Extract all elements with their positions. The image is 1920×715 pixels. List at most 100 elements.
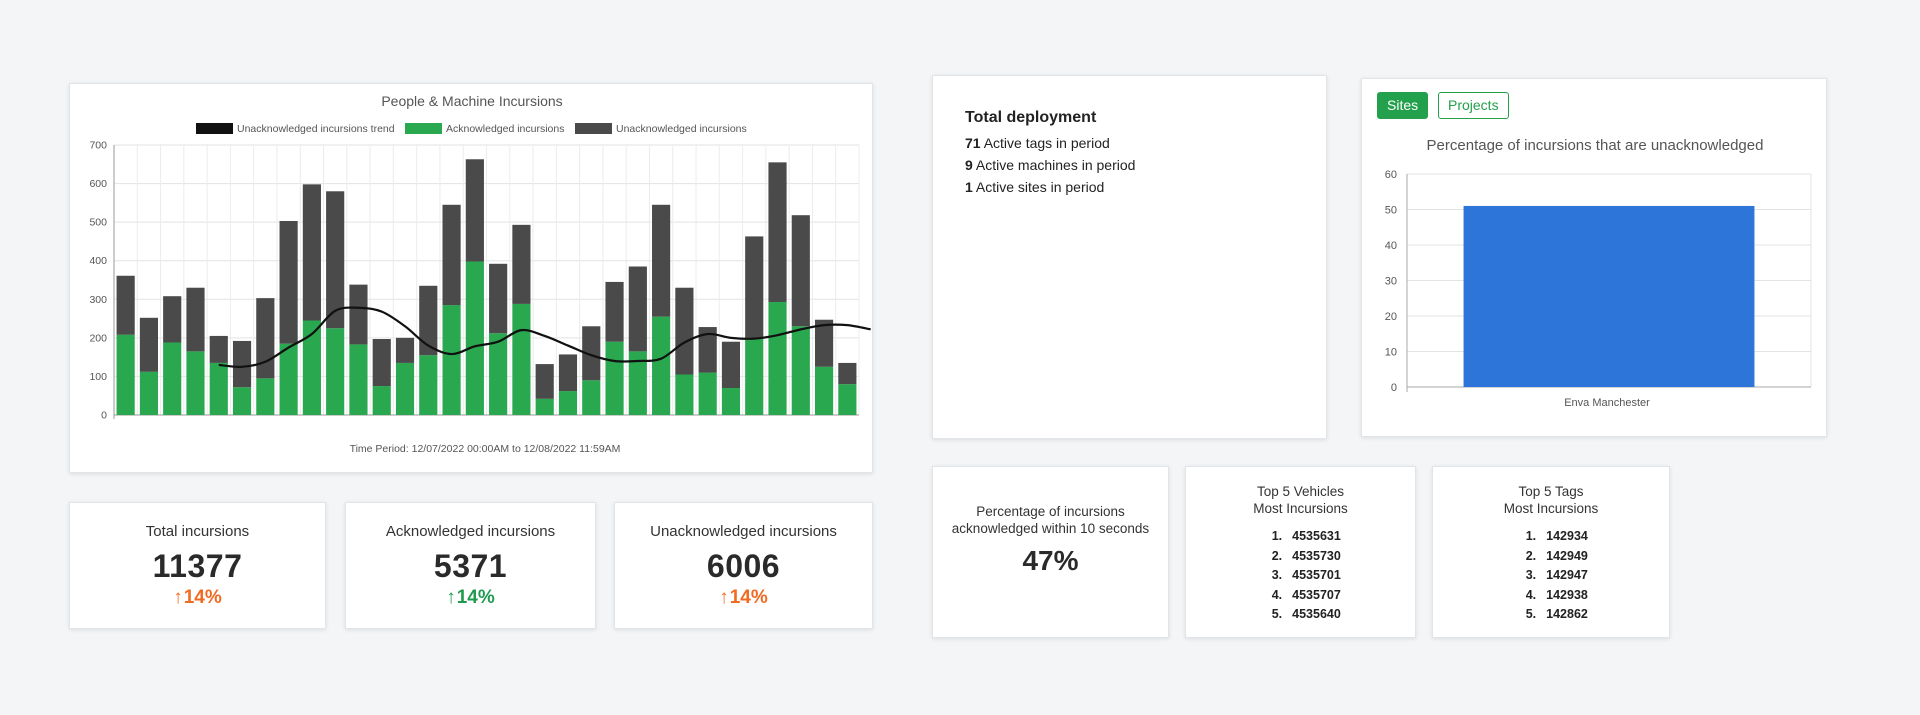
stat-value: 11377 <box>152 548 243 584</box>
bar-unacknowledged[interactable] <box>745 236 764 338</box>
bar-acknowledged[interactable] <box>512 303 531 415</box>
deployment-count: 71 <box>965 135 981 151</box>
bar-acknowledged[interactable] <box>745 337 764 415</box>
chart-title: Percentage of incursions that are unackn… <box>1427 137 1764 154</box>
bar-acknowledged[interactable] <box>209 362 228 415</box>
bar-acknowledged[interactable] <box>442 305 461 415</box>
deployment-row-tags: 71 Active tags in period <box>965 135 1326 151</box>
bar-unacknowledged[interactable] <box>721 341 741 388</box>
legend-label-ack[interactable]: Acknowledged incursions <box>446 123 564 135</box>
arrow-up-icon: ↑ <box>446 587 456 608</box>
chart-title: People & Machine Incursions <box>381 93 562 109</box>
legend-swatch-ack[interactable] <box>405 123 442 134</box>
arrow-up-icon: ↑ <box>719 587 729 608</box>
chart-grid <box>113 144 860 419</box>
bar-unacknowledged[interactable] <box>465 159 484 262</box>
bar-acknowledged[interactable] <box>768 301 787 415</box>
bar-unacknowledged[interactable] <box>512 224 531 304</box>
bar-unacknowledged[interactable] <box>535 364 554 399</box>
y-tick-label: 0 <box>101 410 107 422</box>
bar-acknowledged[interactable] <box>116 334 135 415</box>
bar-acknowledged[interactable] <box>791 326 810 415</box>
bar-unacknowledged[interactable] <box>302 184 321 321</box>
bar-unacknowledged[interactable] <box>419 285 438 356</box>
bar-unacknowledged[interactable] <box>675 287 694 375</box>
arrow-up-icon: ↑ <box>173 587 183 608</box>
bar-acknowledged[interactable] <box>419 355 438 415</box>
bar-unacknowledged[interactable] <box>628 266 647 352</box>
bar-acknowledged[interactable] <box>395 362 415 415</box>
bar-acknowledged[interactable] <box>698 372 717 415</box>
bar-site[interactable] <box>1463 205 1755 387</box>
bar-acknowledged[interactable] <box>558 391 578 415</box>
bar-unacknowledged[interactable] <box>698 327 717 373</box>
top-vehicles-list: 1. 4535631 2. 4535730 3. 4535701 4. 4535707 … <box>1260 527 1341 625</box>
chart-bars <box>1463 205 1755 387</box>
bar-acknowledged[interactable] <box>186 351 205 415</box>
stat-label: Unacknowledged incursions <box>650 523 837 540</box>
bar-unacknowledged[interactable] <box>232 340 252 388</box>
bar-acknowledged[interactable] <box>326 328 345 415</box>
incursions-chart: People & Machine Incursions Unacknowledg… <box>89 93 871 455</box>
deployment-row-machines: 9 Active machines in period <box>965 157 1326 173</box>
legend-label-unack[interactable]: Unacknowledged incursions <box>616 123 747 135</box>
bar-acknowledged[interactable] <box>721 388 741 415</box>
bar-unacknowledged[interactable] <box>372 339 391 387</box>
bar-acknowledged[interactable] <box>349 344 368 415</box>
bar-acknowledged[interactable] <box>675 374 694 416</box>
bar-acknowledged[interactable] <box>302 320 321 416</box>
bar-unacknowledged[interactable] <box>489 263 508 334</box>
bar-unacknowledged[interactable] <box>582 326 601 381</box>
bar-unacknowledged[interactable] <box>768 162 787 302</box>
stat-value: 5371 <box>433 548 508 584</box>
bar-unacknowledged[interactable] <box>326 191 345 329</box>
bar-unacknowledged[interactable] <box>814 319 834 367</box>
list-item: 2. 142949 <box>1514 547 1588 567</box>
y-axis-ticks: 0 100 200 300 400 500 600 700 <box>89 140 107 422</box>
bar-unacknowledged[interactable] <box>349 284 368 345</box>
bar-acknowledged[interactable] <box>163 342 182 415</box>
bar-unacknowledged[interactable] <box>442 204 461 306</box>
bar-unacknowledged[interactable] <box>605 281 624 342</box>
bar-acknowledged[interactable] <box>628 351 647 415</box>
unacknowledged-percentage-chart: Percentage of incursions that are unackn… <box>1385 137 1812 409</box>
stat-change-value: 14% <box>729 587 768 608</box>
bar-acknowledged[interactable] <box>256 378 275 415</box>
bar-acknowledged[interactable] <box>605 341 624 415</box>
bar-unacknowledged[interactable] <box>838 362 857 385</box>
bar-acknowledged[interactable] <box>139 371 159 415</box>
bar-unacknowledged[interactable] <box>791 215 810 327</box>
bar-acknowledged[interactable] <box>838 384 857 415</box>
stat-change-value: 14% <box>183 587 222 608</box>
tab-sites[interactable]: Sites <box>1377 92 1429 119</box>
bar-unacknowledged[interactable] <box>186 287 205 352</box>
legend-label-trend[interactable]: Unacknowledged incursions trend <box>237 123 395 135</box>
bar-acknowledged[interactable] <box>232 387 252 415</box>
y-axis-ticks: 0 10 20 30 40 50 60 <box>1385 169 1397 394</box>
bar-acknowledged[interactable] <box>814 366 834 415</box>
top-tags-heading: Top 5 Tags Most Incursions <box>1433 483 1669 517</box>
top-vehicles-heading: Top 5 Vehicles Most Incursions <box>1186 483 1415 517</box>
bar-unacknowledged[interactable] <box>139 317 159 372</box>
bar-acknowledged[interactable] <box>465 261 484 415</box>
bar-unacknowledged[interactable] <box>279 220 298 344</box>
tab-projects[interactable]: Projects <box>1438 92 1509 119</box>
bar-acknowledged[interactable] <box>489 333 508 415</box>
bar-unacknowledged[interactable] <box>395 337 415 363</box>
y-tick-label: 200 <box>89 332 107 344</box>
bar-unacknowledged[interactable] <box>558 354 578 392</box>
bar-acknowledged[interactable] <box>372 386 391 415</box>
bar-unacknowledged[interactable] <box>116 275 135 335</box>
bar-acknowledged[interactable] <box>535 398 554 415</box>
legend-swatch-trend[interactable] <box>196 123 233 134</box>
bar-unacknowledged[interactable] <box>652 204 671 317</box>
bar-unacknowledged[interactable] <box>163 296 182 343</box>
bar-acknowledged[interactable] <box>652 316 671 415</box>
bar-acknowledged[interactable] <box>279 343 298 415</box>
bar-unacknowledged[interactable] <box>209 335 228 363</box>
tag-id: 142949 <box>1546 548 1588 563</box>
acknowledged-incursions-card: Acknowledged incursions 5371 ↑14% <box>345 502 596 629</box>
bar-acknowledged[interactable] <box>582 380 601 415</box>
bar-unacknowledged[interactable] <box>256 298 275 379</box>
legend-swatch-unack[interactable] <box>575 123 612 134</box>
